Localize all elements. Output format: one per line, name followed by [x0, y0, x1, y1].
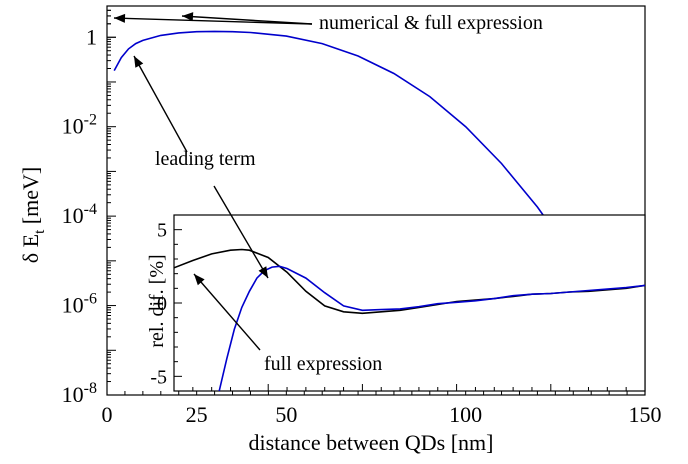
main-x-tick-label: 100: [449, 402, 482, 427]
main-x-ticks: 0 25 50 100 150: [102, 387, 662, 427]
main-y-tick-label: 10-2: [62, 112, 97, 139]
y-axis-label-main: δ E: [18, 234, 43, 263]
annotations: numerical & full expression leading term f…: [113, 12, 543, 375]
inset-y-tick-label: 0: [157, 293, 167, 315]
annotation-numerical-full: numerical & full expression: [319, 12, 543, 34]
main-x-tick-label: 25: [186, 402, 208, 427]
main-x-tick-label: 0: [102, 402, 113, 427]
annotation-leading-term: leading term: [155, 148, 256, 170]
y-axis-label: δ Et [meV]: [18, 167, 48, 263]
main-y-tick-label: 10-8: [62, 380, 97, 407]
inset-y-tick-label: 5: [157, 220, 167, 242]
arrow-leading-term-inset: [213, 185, 269, 279]
main-y-tick-exponent: -4: [84, 201, 97, 218]
inset-background: [174, 215, 645, 391]
inset-series: [174, 248, 645, 391]
main-y-tick-exponent: -2: [84, 112, 97, 129]
x-axis-label: distance between QDs [nm]: [249, 430, 494, 455]
main-y-tick-exponent: -6: [84, 291, 97, 308]
main-x-tick-label: 150: [629, 402, 662, 427]
main-x-tick-label: 50: [275, 402, 297, 427]
main-y-tick-base: 10: [62, 382, 84, 407]
arrow-numerical-left: [113, 13, 313, 25]
arrow-numerical-right: [181, 12, 313, 25]
main-y-tick-label: 10-4: [62, 201, 97, 228]
main-y-tick-label: 1: [86, 24, 97, 49]
main-y-tick-label: 10-6: [62, 291, 97, 318]
main-y-tick-base: 10: [62, 293, 84, 318]
main-y-tick-base: 10: [62, 114, 84, 139]
inset-y-tick-label: -5: [150, 366, 167, 388]
inset-y-axis-label: rel. dif. [%]: [146, 254, 168, 347]
main-y-tick-base: 10: [62, 203, 84, 228]
y-axis-label-unit: [meV]: [18, 167, 43, 230]
inset-series-line-1: [218, 265, 645, 391]
inset-y-ticks: 5 0 -5: [150, 220, 646, 391]
annotation-full-expression: full expression: [264, 353, 382, 375]
arrow-full-expression: [193, 273, 261, 351]
main-y-tick-exponent: -8: [84, 380, 97, 397]
main-y-ticks: 110-210-410-610-8: [62, 5, 116, 407]
main-series-line-0: [113, 30, 596, 290]
y-axis-label-subscript: t: [32, 229, 48, 234]
arrow-leading-term-main: [133, 55, 188, 153]
